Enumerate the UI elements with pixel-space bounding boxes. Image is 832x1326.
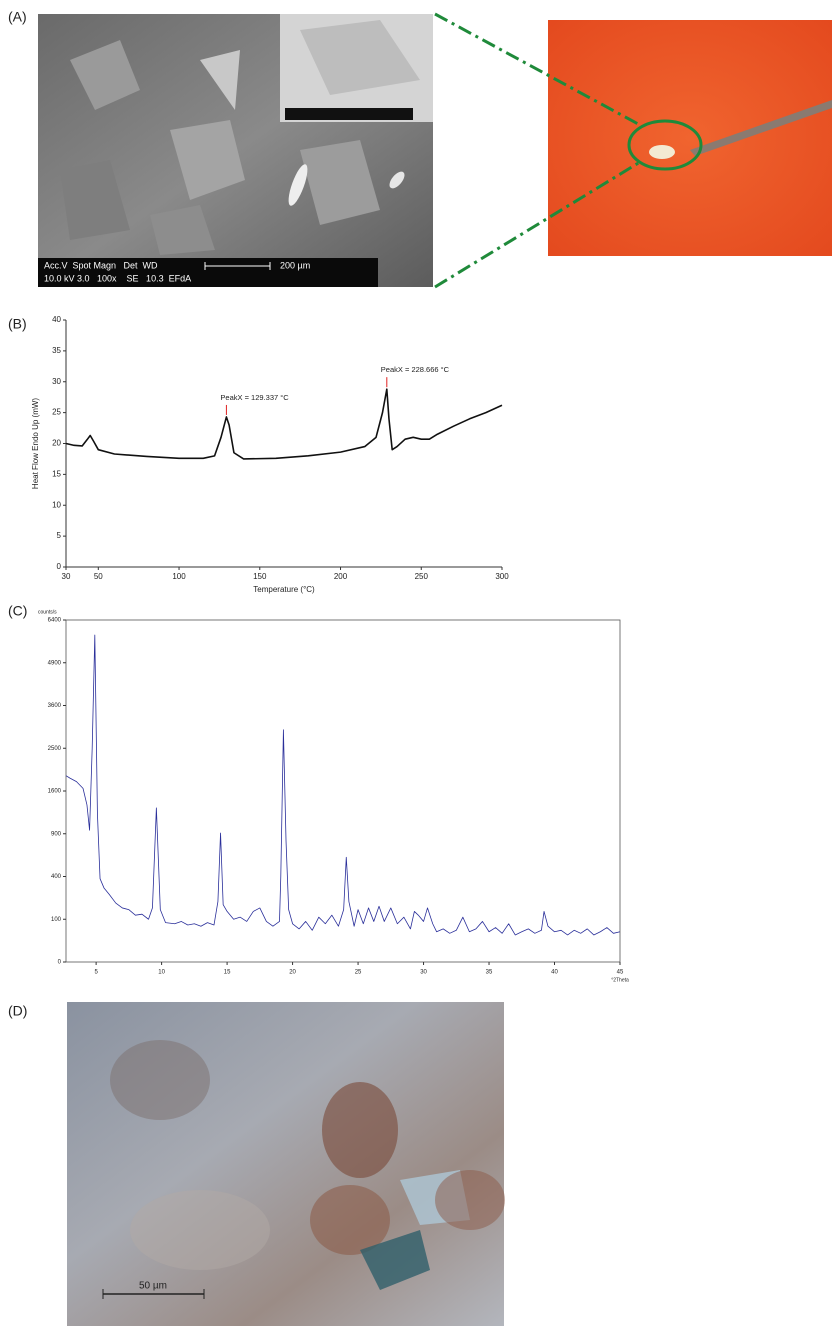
y-tick-label: 6400	[48, 618, 62, 624]
x-tick-label: 45	[617, 970, 624, 976]
x-axis-label: Temperature (°C)	[253, 585, 315, 594]
y-tick-label: 4900	[48, 660, 62, 666]
y-tick-label: 100	[51, 917, 62, 923]
y-tick-label: 30	[52, 377, 61, 386]
y-tick-label: 2500	[48, 746, 62, 752]
x-tick-label: 40	[551, 970, 558, 976]
annotation: PeakX = 228.666 °C	[381, 365, 450, 374]
y-tick-label: 400	[51, 874, 62, 880]
y-tick-label: 3600	[48, 703, 62, 709]
x-tick-label: 150	[253, 572, 267, 581]
y-tick-label: 10	[52, 500, 61, 509]
panel-label: (A)	[8, 9, 27, 25]
y-tick-label: 0	[57, 562, 62, 571]
y-tick-label: 5	[57, 531, 62, 540]
x-tick-label: 15	[224, 970, 231, 976]
y-tick-label: 15	[52, 469, 61, 478]
x-tick-label: 50	[94, 572, 103, 581]
panel-labels: (A) (B) (C) (D)	[8, 9, 27, 1019]
x-tick-label: 30	[420, 970, 427, 976]
x-tick-label: 200	[334, 572, 348, 581]
y-tick-label: 35	[52, 346, 61, 355]
annotation: PeakX = 129.337 °C	[220, 393, 289, 402]
sem-image: Acc.V Spot Magn Det WD 10.0 kV 3.0 100x …	[38, 14, 433, 287]
sem-info: Acc.V Spot Magn Det WD	[44, 260, 158, 270]
zoom-lines	[434, 12, 641, 289]
data-line	[65, 634, 621, 936]
x-axis-label: °2Theta	[611, 977, 629, 983]
scale-bar-label: 200 µm	[280, 260, 310, 270]
y-tick-label: 900	[51, 831, 62, 837]
sem-info: 10.0 kV 3.0 100x SE 10.3 EFdA	[44, 273, 191, 283]
y-axis-label: counts/s	[38, 609, 57, 615]
x-tick-label: 250	[415, 572, 429, 581]
y-tick-label: 25	[52, 408, 61, 417]
panel-label: (C)	[8, 603, 27, 619]
x-tick-label: 5	[94, 970, 98, 976]
data-line	[65, 388, 503, 460]
x-tick-label: 300	[495, 572, 509, 581]
y-tick-label: 0	[58, 960, 62, 966]
y-tick-label: 20	[52, 439, 61, 448]
panel-label: (B)	[8, 316, 27, 332]
x-tick-label: 100	[172, 572, 186, 581]
panel-label: (D)	[8, 1003, 27, 1019]
x-tick-label: 25	[355, 970, 362, 976]
y-tick-label: 40	[52, 315, 61, 324]
x-tick-label: 35	[486, 970, 493, 976]
scale-bar-label: 50 µm	[139, 1281, 167, 1292]
micrograph: 50 µm	[67, 1002, 505, 1326]
y-tick-label: 1600	[48, 789, 62, 795]
x-tick-label: 30	[62, 572, 71, 581]
x-tick-label: 10	[158, 970, 165, 976]
x-tick-label: 20	[289, 970, 296, 976]
sample-photo	[548, 20, 832, 256]
y-axis-label: Heat Flow Endo Up (mW)	[31, 398, 40, 489]
